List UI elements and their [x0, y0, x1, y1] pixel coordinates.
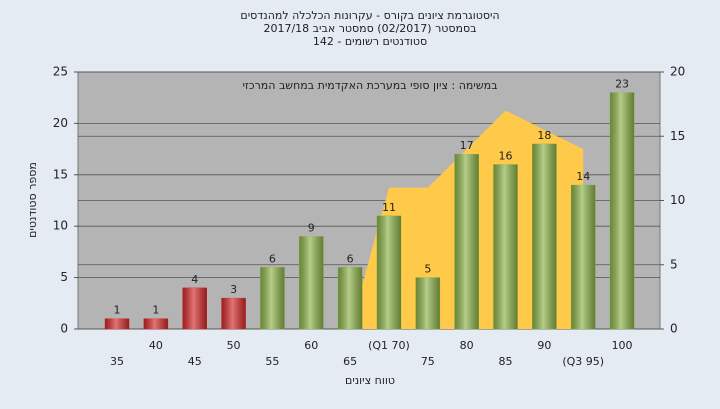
bar-shade [221, 298, 246, 329]
bar-shade [182, 287, 207, 329]
data-label: 4 [191, 273, 198, 286]
y-tick-label: 15 [53, 167, 68, 181]
x-tick-label: 35 [110, 355, 124, 368]
x-tick-label: 40 [149, 339, 163, 352]
data-label: 17 [460, 139, 474, 152]
x-tick-label: 80 [460, 339, 474, 352]
y2-tick-label: 10 [670, 193, 685, 207]
x-tick-label: 90 [537, 339, 551, 352]
x-tick-label: 60 [304, 339, 318, 352]
y-tick-label: 20 [53, 116, 68, 130]
bar-shade [105, 318, 130, 329]
chart-title: היסטוגרמת ציונים בקורס - עקרונות הכלכלה … [240, 9, 499, 22]
bar-shade [260, 267, 285, 329]
x-tick-label: 65 [343, 355, 357, 368]
y-tick-label: 5 [60, 270, 68, 284]
x-tick-label: 55 [265, 355, 279, 368]
y2-tick-label: 5 [670, 257, 678, 271]
y-tick-label: 0 [60, 322, 68, 336]
bar-shade [415, 277, 440, 329]
y2-tick-label: 20 [670, 65, 685, 79]
bar-shade [610, 92, 635, 329]
data-label: 18 [537, 129, 551, 142]
bar-shade [299, 236, 324, 329]
x-tick-label: 85 [499, 355, 513, 368]
chart-subtitle: סטודנטים רשומים - 142 [313, 35, 427, 48]
bar-shade [143, 318, 168, 329]
bar-shade [493, 164, 518, 329]
x-tick-label: 45 [188, 355, 202, 368]
bar-shade [454, 154, 479, 329]
y-tick-label: 25 [53, 65, 68, 79]
x-axis-label: טווח ציונים [345, 374, 395, 387]
y2-tick-label: 15 [670, 129, 685, 143]
y-axis-label: מספר סטודנטים [26, 162, 39, 238]
data-label: 23 [615, 78, 629, 91]
x-tick-label: (Q1 70) [368, 339, 410, 352]
data-label: 11 [382, 201, 396, 214]
bar-shade [338, 267, 363, 329]
data-label: 6 [269, 252, 276, 265]
data-label: 1 [114, 304, 121, 317]
data-label: 16 [499, 150, 513, 163]
y2-tick-label: 0 [670, 322, 678, 336]
bar-shade [571, 185, 596, 329]
x-tick-label: (Q3 95) [562, 355, 604, 368]
data-label: 1 [152, 304, 159, 317]
bar-shade [376, 215, 401, 329]
x-tick-label: 75 [421, 355, 435, 368]
data-label: 5 [424, 263, 431, 276]
x-tick-label: 100 [612, 339, 633, 352]
annotation: במשימה : ציון סופי במערכת האקדמית במחשב … [243, 79, 498, 92]
chart-subtitle: בסמסטר (02/2017) סמסטר אביב 2017/18 [263, 22, 476, 35]
data-label: 6 [347, 252, 354, 265]
y-tick-label: 10 [53, 219, 68, 233]
bar-shade [532, 143, 557, 329]
data-label: 3 [230, 283, 237, 296]
data-label: 14 [576, 170, 590, 183]
x-tick-label: 50 [227, 339, 241, 352]
data-label: 9 [308, 221, 315, 234]
